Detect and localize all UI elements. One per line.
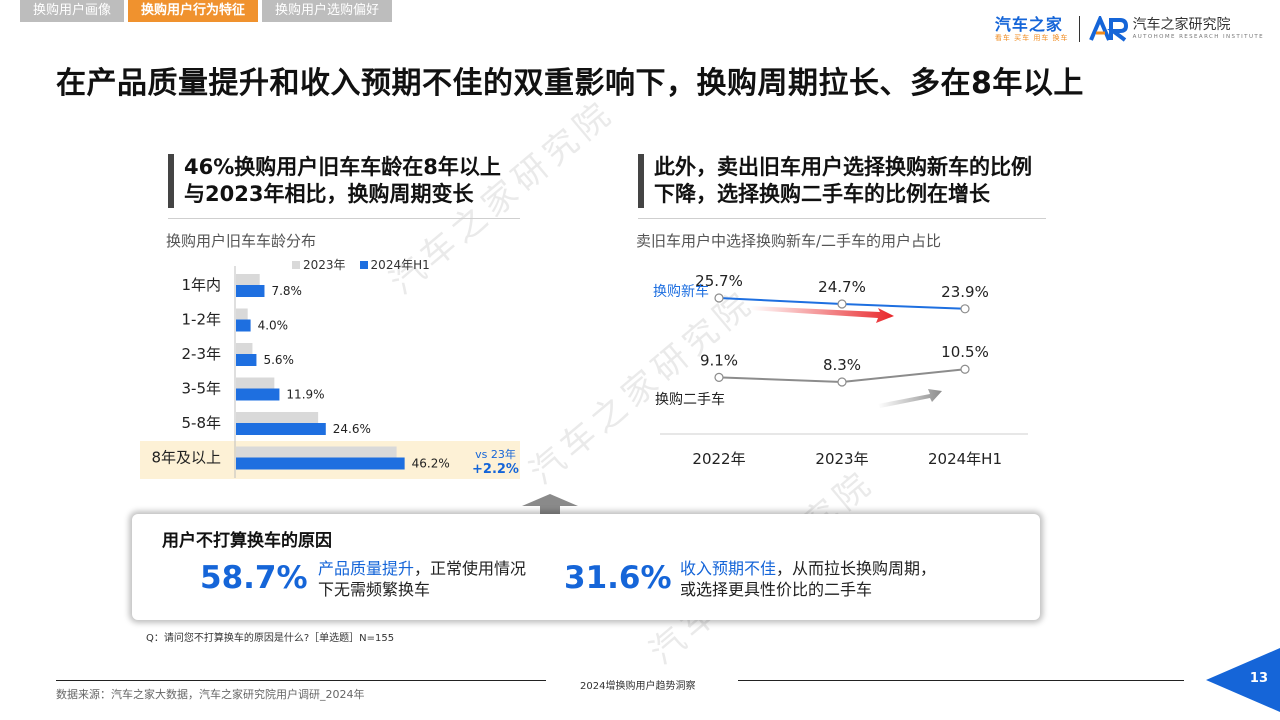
vs-label: vs 23年	[475, 448, 516, 461]
survey-question: Q：请问您不打算换车的原因是什么?［单选题］N=155	[146, 633, 395, 644]
left-chart-subtitle: 换购用户旧车车龄分布	[166, 232, 317, 250]
footer-rule-left	[56, 680, 546, 681]
line-value-label: 10.5%	[941, 343, 989, 361]
page-number: 13	[1249, 671, 1268, 686]
bar-2023	[236, 412, 319, 423]
bar-value-label: 7.8%	[271, 284, 302, 298]
bar-value-label: 4.0%	[258, 319, 289, 333]
bar-category-label: 3-5年	[182, 380, 222, 398]
line-value-label: 25.7%	[695, 272, 743, 290]
down-trend-arrow-icon	[750, 306, 894, 323]
vs-delta: +2.2%	[472, 462, 519, 477]
line-point	[837, 299, 847, 309]
legend-item-2023: 2023年	[292, 256, 346, 273]
bar-category-label: 1年内	[181, 276, 221, 294]
line-point	[714, 372, 724, 382]
bar-2024h1	[236, 319, 251, 332]
footer-report-title: 2024增换购用户趋势洞察	[580, 681, 696, 692]
page-title: 在产品质量提升和收入预期不佳的双重影响下，换购周期拉长、多在8年以上	[56, 66, 1084, 101]
series-label-new-car: 换购新车	[653, 283, 709, 300]
legend-swatch-2024h1	[359, 261, 368, 269]
age-distribution-bar-chart: 1年内 7.8% 1-2年 4.0% 2-3年 5.6% 3-5年 11.9% 5-8年 24.6…	[151, 266, 450, 478]
up-arrow-icon	[522, 494, 578, 516]
right-heading-line2: 下降，选择换购二手车的比例在增长	[654, 182, 990, 206]
line-category-label: 2023年	[815, 450, 868, 468]
bar-2024h1	[236, 423, 326, 435]
bar-category-label: 5-8年	[182, 414, 222, 432]
bar-value-label: 5.6%	[263, 353, 294, 367]
logo-divider	[1078, 16, 1080, 42]
up-trend-arrow-icon	[878, 389, 942, 408]
bar-2023	[236, 377, 275, 389]
bar-2023	[236, 308, 248, 320]
bar-legend: 2023年 2024年H1	[292, 256, 430, 273]
institute-name-en: AUTOHOME RESEARCH INSTITUTE	[1132, 34, 1264, 40]
footer-rule-right	[738, 680, 1184, 681]
bar-category-label: 2-3年	[182, 345, 222, 363]
reason-title: 用户不打算换车的原因	[162, 531, 332, 551]
line-value-label: 8.3%	[823, 356, 861, 374]
line-value-label: 9.1%	[700, 351, 738, 369]
bar-2024h1	[236, 457, 405, 470]
line-value-label: 24.7%	[818, 278, 866, 296]
autohome-logo: 汽车之家 看车 买车 用车 换车 汽车之家研究院 AUTOHOME RESEAR…	[995, 12, 1264, 46]
bar-value-label: 46.2%	[412, 457, 450, 471]
tab-user-behavior[interactable]: 换购用户行为特征	[128, 0, 259, 22]
line-point	[960, 364, 970, 374]
institute-name: 汽车之家研究院	[1132, 17, 1231, 33]
bar-value-label: 11.9%	[286, 388, 324, 402]
vs-2023-callout: vs 23年 +2.2%	[472, 446, 519, 477]
line-category-label: 2022年	[692, 450, 745, 468]
legend-item-2024h1: 2024年H1	[359, 256, 430, 273]
brand-name: 汽车之家	[994, 14, 1063, 34]
right-heading-line1: 此外，卖出旧车用户选择换购新车的比例	[654, 155, 1032, 179]
page-number-badge	[1206, 648, 1280, 712]
left-divider	[168, 218, 520, 219]
bar-2023	[236, 274, 260, 285]
left-heading-line1: 46%换购用户旧车车龄在8年以上	[184, 155, 501, 179]
line-point	[960, 304, 970, 314]
bar-2024h1	[236, 285, 265, 297]
right-divider	[638, 218, 1046, 219]
reason-pct-quality: 58.7%	[200, 560, 308, 596]
bar-value-label: 24.6%	[333, 422, 371, 436]
line-point	[714, 293, 724, 303]
bar-2024h1	[236, 354, 257, 366]
right-panel-heading: 此外，卖出旧车用户选择换购新车的比例 下降，选择换购二手车的比例在增长	[638, 154, 1032, 208]
line-value-label: 23.9%	[941, 283, 989, 301]
section-tabs: 换购用户画像 换购用户行为特征 换购用户选购偏好	[20, 0, 393, 22]
bar-2023	[236, 446, 397, 458]
bar-category-label: 8年及以上	[151, 449, 221, 467]
left-heading-line2: 与2023年相比，换购周期变长	[184, 182, 474, 206]
reason-pct-income: 31.6%	[564, 560, 672, 596]
bar-2023	[236, 343, 253, 354]
right-chart-subtitle: 卖旧车用户中选择换购新车/二手车的用户占比	[636, 232, 942, 250]
brand-logo: 汽车之家 看车 买车 用车 换车	[994, 14, 1069, 43]
tab-user-profile[interactable]: 换购用户画像	[20, 0, 125, 22]
series-label-used-car: 换购二手车	[655, 391, 725, 408]
brand-slogan: 看车 买车 用车 换车	[994, 33, 1069, 42]
legend-swatch-2023	[292, 261, 300, 269]
data-source: 数据来源：汽车之家大数据，汽车之家研究院用户调研_2024年	[56, 688, 365, 701]
reason-highlight-income: 收入预期不佳	[680, 559, 777, 578]
left-panel-heading: 46%换购用户旧车车龄在8年以上 与2023年相比，换购周期变长	[168, 154, 501, 208]
reason-card: 用户不打算换车的原因 58.7% 产品质量提升，正常使用情况 下无需频繁换车 3…	[132, 514, 1040, 620]
tab-user-preference[interactable]: 换购用户选购偏好	[262, 0, 393, 22]
bar-2024h1	[236, 388, 280, 401]
reason-highlight-quality: 产品质量提升	[318, 559, 415, 578]
ar-logo-icon	[1088, 16, 1128, 42]
line-point	[837, 377, 847, 387]
bar-category-label: 1-2年	[182, 311, 222, 329]
line-category-label: 2024年H1	[928, 450, 1002, 468]
reason-text-quality: 产品质量提升，正常使用情况 下无需频繁换车	[318, 559, 527, 599]
reason-text-income: 收入预期不佳，从而拉长换购周期， 或选择更具性价比的二手车	[680, 559, 937, 599]
